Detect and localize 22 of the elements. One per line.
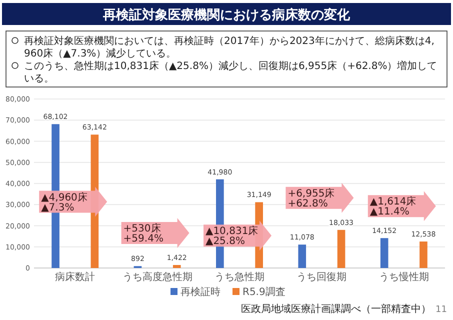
annotation: ▲10,831床 ▲25.8% [206, 225, 258, 248]
x-tick-label: うち回復期 [296, 271, 347, 283]
bar [380, 238, 388, 268]
bar [172, 264, 181, 268]
legend-label: 再検証時 [180, 286, 220, 298]
text: 医政局地域医療計画課調べ（一部精査中） [241, 303, 431, 315]
bar [337, 230, 346, 268]
x-tick-label: うち急性期 [214, 271, 264, 283]
annotation: ▲4,960床 ▲7.3% [41, 191, 88, 214]
chart-title: 再検証対象医療機関における病床数の変化 [102, 7, 351, 23]
text: 再検証対象医療機関においては、再検証時（2017年）から2023年にかけて、総病床数は4,960床（▲7.3%）減少している。 [24, 35, 434, 60]
bar [298, 244, 306, 268]
annotation: +530床 +59.4% [123, 222, 164, 244]
x-tick-label: うち慢性期 [378, 271, 429, 283]
annotation: +6,955床 +62.8% [288, 187, 335, 210]
legend-label: R5.9調査 [242, 286, 286, 298]
text: このうち、急性期は10,831床（▲25.8%）減少し、回復期は6,955床（+62.8%）増加している。 [24, 60, 438, 84]
annotation: ▲1,614床 ▲11.4% [370, 196, 416, 218]
text: 11 [436, 305, 447, 315]
x-tick-label: うち高度急性期 [122, 271, 192, 283]
x-tick-label: 病床数計 [55, 271, 96, 283]
bar [420, 242, 428, 268]
